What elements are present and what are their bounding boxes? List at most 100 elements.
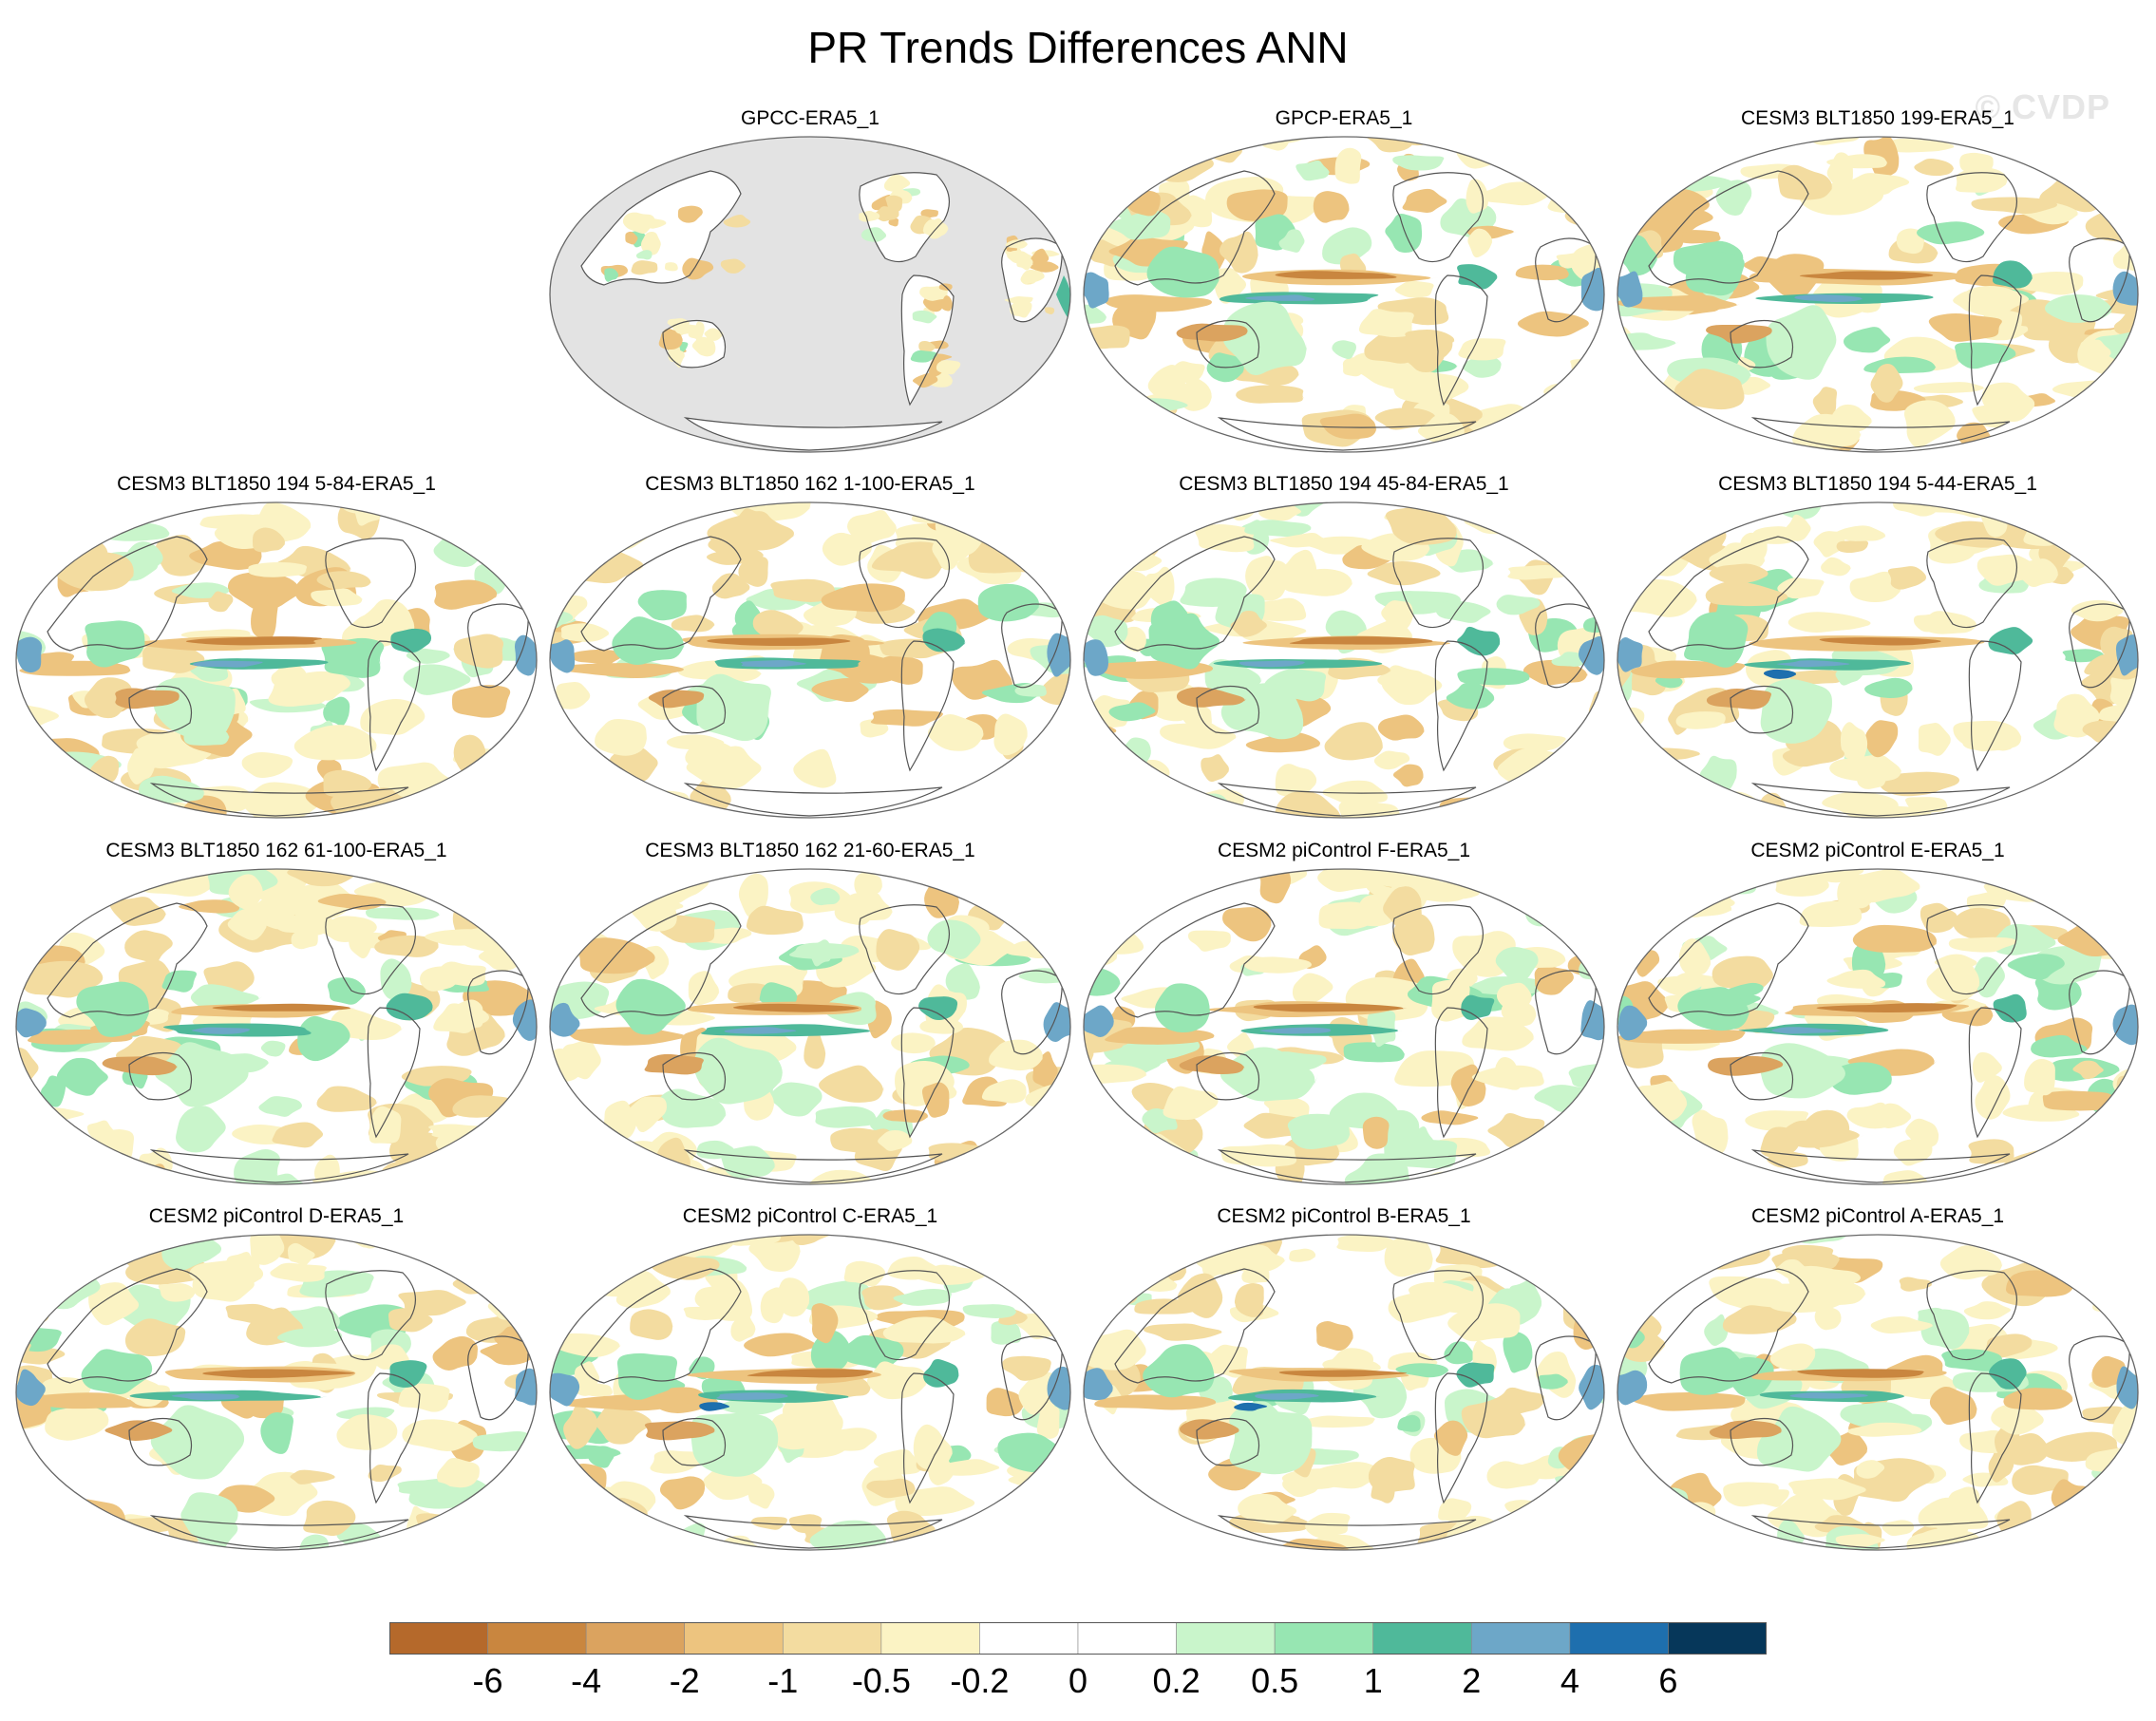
anomaly-patch (1511, 1536, 1545, 1550)
panel-title: GPCP-ERA5_1 (1275, 107, 1413, 129)
anomaly-patch (927, 714, 985, 751)
anomaly-patch (297, 1015, 353, 1062)
anomaly-patch (1685, 251, 1745, 296)
anomaly-patch (1084, 1485, 1119, 1501)
anomaly-patch (499, 1537, 537, 1550)
anomaly-patch (1205, 1344, 1248, 1378)
robinson-map (1083, 868, 1605, 1185)
anomaly-patch (472, 787, 522, 806)
coastline (2047, 888, 2092, 914)
anomaly-patch (520, 943, 537, 960)
anomaly-patch (788, 1514, 823, 1534)
panel-title: GPCC-ERA5_1 (741, 107, 879, 129)
anomaly-patch (1255, 1392, 1321, 1400)
anomaly-patch (1281, 568, 1353, 596)
anomaly-patch (1985, 1333, 2033, 1358)
anomaly-patch (871, 544, 953, 572)
anomaly-patch (1289, 636, 1438, 645)
anomaly-patch (981, 1079, 1027, 1104)
anomaly-patch (2012, 1163, 2069, 1184)
anomaly-patch (918, 996, 958, 1021)
map-panel: CESM3 BLT1850 199-ERA5_1 (1611, 106, 2145, 458)
anomaly-patch (821, 583, 906, 613)
anomaly-patch (1554, 1475, 1588, 1491)
anomaly-patch (1548, 1150, 1602, 1184)
anomaly-patch (1109, 1178, 1133, 1184)
anomaly-patch (1005, 239, 1029, 249)
coastline (1001, 970, 1063, 1055)
anomaly-patch (1878, 771, 1959, 797)
anomaly-patch (1887, 566, 1928, 590)
anomaly-patch (1535, 146, 1597, 188)
anomaly-patch (1991, 1403, 2047, 1435)
anomaly-patch (425, 929, 496, 946)
anomaly-patch (1243, 1112, 1303, 1139)
map-panel: CESM3 BLT1850 162 1-100-ERA5_1 (543, 472, 1077, 823)
coastline (979, 888, 1025, 914)
anomaly-patch (573, 1361, 601, 1396)
anomaly-patch (1176, 323, 1250, 342)
anomaly-patch (454, 1235, 513, 1257)
anomaly-patch (1677, 987, 1750, 1031)
anomaly-patch (1084, 1005, 1116, 1038)
anomaly-patch (635, 250, 652, 260)
anomaly-patch (648, 690, 705, 709)
anomaly-patch (1047, 633, 1070, 677)
anomaly-patch (1814, 1304, 1843, 1331)
anomaly-patch (150, 1405, 248, 1480)
coastline (580, 170, 742, 286)
anomaly-patch (587, 793, 668, 818)
anomaly-patch (1882, 1520, 1915, 1537)
anomaly-patch (998, 541, 1045, 564)
anomaly-patch (550, 1290, 573, 1330)
anomaly-patch (425, 869, 466, 880)
anomaly-patch (984, 1235, 1017, 1253)
anomaly-patch (1245, 731, 1323, 753)
anomaly-patch (1084, 421, 1106, 448)
anomaly-patch (397, 1480, 453, 1496)
anomaly-patch (595, 718, 647, 756)
coastline (1434, 1007, 1488, 1139)
anomaly-patch (1665, 1541, 1739, 1550)
anomaly-patch (451, 685, 511, 718)
coastline (1926, 172, 2018, 263)
anomaly-patch (1864, 677, 1914, 699)
anomaly-patch (1525, 894, 1557, 927)
anomaly-patch (1975, 1074, 2012, 1120)
anomaly-patch (912, 310, 938, 324)
anomaly-patch (1498, 1239, 1560, 1256)
anomaly-patch (1221, 301, 1308, 376)
anomaly-patch (563, 1405, 599, 1449)
anomaly-patch (964, 869, 1034, 886)
anomaly-patch (432, 1336, 479, 1371)
anomaly-patch (1621, 901, 1667, 935)
anomaly-patch (720, 1145, 777, 1179)
anomaly-patch (1769, 1343, 1816, 1371)
coastline (1217, 783, 1477, 817)
anomaly-patch (1617, 442, 1643, 452)
anomaly-patch (154, 1042, 254, 1107)
anomaly-patch (1993, 923, 2060, 955)
anomaly-patch (1528, 1248, 1563, 1277)
anomaly-patch (1857, 773, 1887, 789)
anomaly-patch (1833, 525, 1887, 541)
anomaly-patch (861, 1285, 909, 1311)
anomaly-patch (2075, 1133, 2120, 1153)
anomaly-patch (936, 360, 961, 375)
anomaly-patch (774, 1277, 811, 1317)
anomaly-patch (290, 1469, 337, 1485)
anomaly-patch (1570, 1504, 1604, 1522)
anomaly-patch (1934, 954, 1980, 973)
anomaly-patch (874, 206, 899, 222)
anomaly-patch (550, 897, 592, 932)
anomaly-patch (1275, 764, 1319, 798)
anomaly-patch (185, 636, 323, 646)
anomaly-patch (693, 1037, 786, 1105)
anomaly-patch (1726, 982, 1764, 996)
anomaly-patch (1962, 1541, 1996, 1550)
map-outline (1617, 868, 2139, 1185)
anomaly-patch (227, 908, 268, 940)
anomaly-patch (1146, 246, 1220, 298)
anomaly-patch (566, 1027, 691, 1046)
anomaly-patch (1709, 563, 1771, 585)
